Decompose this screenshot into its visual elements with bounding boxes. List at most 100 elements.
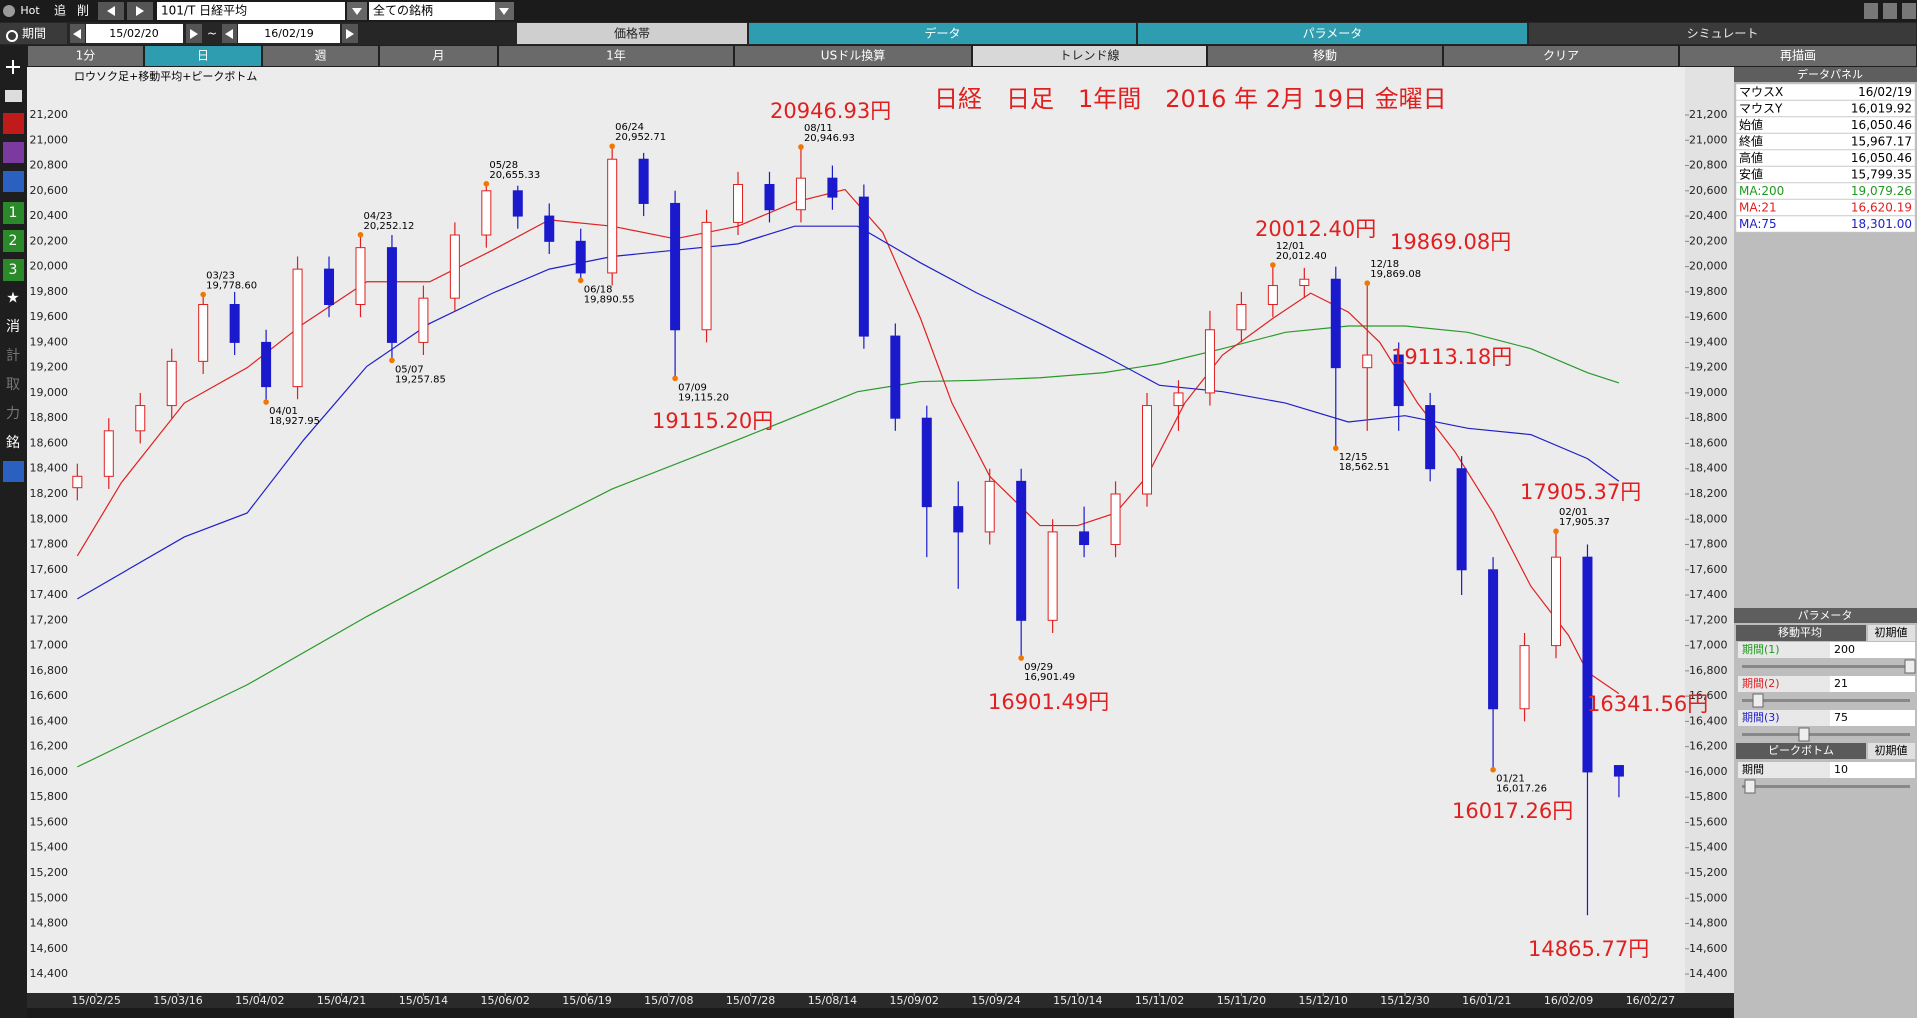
window-button[interactable] xyxy=(1864,3,1878,19)
x-tick-label: 16/02/27 xyxy=(1626,994,1675,1007)
settings-icon[interactable] xyxy=(3,461,24,482)
toolbar-button[interactable] xyxy=(28,46,143,66)
toolbar-button-label: 1分 xyxy=(76,49,96,63)
start-input[interactable] xyxy=(86,24,183,43)
remove-button[interactable]: 削 xyxy=(77,4,89,18)
end-input[interactable] xyxy=(238,24,340,43)
toolbar-button[interactable] xyxy=(973,46,1206,66)
tab[interactable] xyxy=(1138,23,1527,44)
peak-marker xyxy=(609,143,615,150)
window-button[interactable] xyxy=(1883,3,1897,19)
y-tick-label-right: 18,600 xyxy=(1689,436,1728,449)
x-axis-bar xyxy=(27,993,1734,1008)
toolbar-button[interactable] xyxy=(1680,46,1916,66)
y-tick-label-right: 17,200 xyxy=(1689,613,1728,626)
sidebar-button[interactable] xyxy=(3,259,24,281)
data-row-value: 16,019.92 xyxy=(1851,102,1912,116)
param-input[interactable] xyxy=(1830,762,1915,778)
toolbar-button-label: 日 xyxy=(197,49,209,63)
panel-header xyxy=(1734,608,1917,623)
candle-body xyxy=(1456,468,1467,571)
sidebar-label[interactable]: 取 xyxy=(6,377,20,393)
y-tick-label-right: 15,000 xyxy=(1689,891,1728,904)
x-tick-label: 15/04/02 xyxy=(235,994,284,1007)
peak-price: 18,562.51 xyxy=(1339,462,1390,473)
chart-icon[interactable] xyxy=(3,142,24,163)
y-tick-label: 17,000 xyxy=(30,639,69,652)
param-value: 75 xyxy=(1834,711,1848,724)
data-row xyxy=(1735,199,1916,216)
x-tick-label: 15/05/14 xyxy=(399,994,448,1007)
param-value: 21 xyxy=(1834,677,1848,690)
toolbar-button[interactable] xyxy=(145,46,261,66)
y-tick-label-right: 21,000 xyxy=(1689,133,1728,146)
candle-body xyxy=(1267,285,1278,306)
peak-price: 20,252.12 xyxy=(363,221,414,232)
chart-subtitle: ロウソク足+移動平均+ピークボトム xyxy=(74,69,257,83)
slider-thumb[interactable] xyxy=(1798,727,1810,742)
y-tick-label-right: 16,200 xyxy=(1689,740,1728,753)
sidebar-label[interactable]: 2 xyxy=(9,233,18,249)
toolbar-button[interactable] xyxy=(499,46,733,66)
candle-body xyxy=(166,360,177,407)
y-tick-label: 16,200 xyxy=(30,740,69,753)
y-tick-label-right: 17,800 xyxy=(1689,538,1728,551)
slider-track xyxy=(1742,785,1910,788)
price-annotation: 17905.37円 xyxy=(1520,480,1641,504)
sidebar-label[interactable]: 3 xyxy=(9,262,18,278)
sidebar-button[interactable] xyxy=(3,202,24,224)
toolbar-button[interactable] xyxy=(1208,46,1442,66)
sidebar-label[interactable]: 力 xyxy=(6,406,20,422)
end-date: 16/02/19 xyxy=(264,27,313,40)
param-input[interactable] xyxy=(1830,642,1915,658)
y-tick-label-right: 19,000 xyxy=(1689,386,1728,399)
toolbar-button-label: 再描画 xyxy=(1780,49,1816,63)
candle-body xyxy=(1173,392,1184,407)
symbol-input[interactable] xyxy=(157,2,345,20)
hot-button[interactable]: Hot xyxy=(20,4,40,17)
sidebar-label[interactable]: 銘 xyxy=(6,435,20,451)
toolbar-button[interactable] xyxy=(735,46,971,66)
data-row-value: 15,967.17 xyxy=(1851,135,1912,149)
y-tick-label-right: 14,800 xyxy=(1689,917,1728,930)
slider-thumb[interactable] xyxy=(1752,693,1764,708)
camera-icon[interactable] xyxy=(5,90,22,102)
tab[interactable] xyxy=(749,23,1136,44)
x-tick-label: 15/06/19 xyxy=(562,994,611,1007)
data-row xyxy=(1735,100,1916,117)
slider-thumb[interactable] xyxy=(1904,659,1916,674)
toolbar-button[interactable] xyxy=(263,46,378,66)
tab-label: シミュレート xyxy=(1687,27,1759,41)
chart-icon[interactable] xyxy=(3,113,24,134)
sidebar-button[interactable] xyxy=(3,230,24,252)
sidebar-label[interactable]: 計 xyxy=(6,348,20,364)
peak-price: 20,952.71 xyxy=(615,132,666,143)
y-tick-label-right: 20,000 xyxy=(1689,260,1728,273)
candle-body xyxy=(481,190,492,236)
reset-button[interactable] xyxy=(1868,625,1915,641)
universe-input[interactable] xyxy=(369,2,495,20)
sidebar-label[interactable]: 消 xyxy=(6,319,20,335)
candle-body xyxy=(1425,405,1436,470)
tab-label: データ xyxy=(924,26,960,41)
slider-track xyxy=(1742,665,1910,668)
sidebar-label[interactable]: 1 xyxy=(9,205,18,221)
x-tick-label: 15/12/10 xyxy=(1298,994,1347,1007)
x-tick-label: 16/02/09 xyxy=(1544,994,1593,1007)
tab[interactable] xyxy=(1529,23,1916,44)
peak-date: 03/23 xyxy=(206,271,235,282)
candle-body xyxy=(1142,405,1153,495)
toolbar-button[interactable] xyxy=(1444,46,1678,66)
peak-marker xyxy=(1490,766,1496,773)
window-button[interactable] xyxy=(1902,3,1916,19)
param-input[interactable] xyxy=(1830,676,1915,692)
param-input[interactable] xyxy=(1830,710,1915,726)
peak-date: 06/24 xyxy=(615,122,644,133)
y-tick-label-right: 20,200 xyxy=(1689,234,1728,247)
tab[interactable] xyxy=(517,23,747,44)
add-button[interactable]: 追 xyxy=(54,3,66,18)
toolbar-button[interactable] xyxy=(380,46,497,66)
reset-button[interactable] xyxy=(1868,743,1915,759)
flag-icon[interactable] xyxy=(3,171,24,192)
slider-thumb[interactable] xyxy=(1744,779,1756,794)
